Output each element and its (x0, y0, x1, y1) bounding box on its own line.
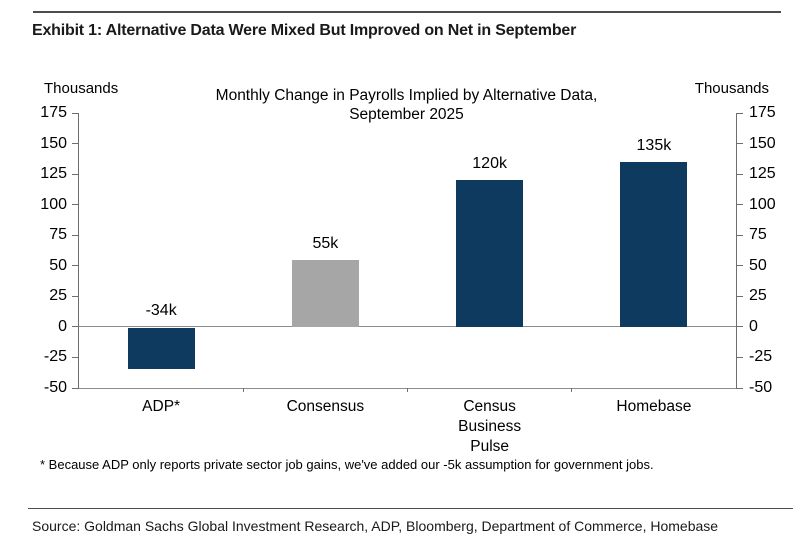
y-axis-tick-label-left: 125 (40, 165, 67, 183)
y-axis-tick-label-left: 75 (49, 226, 67, 244)
y-axis-tick-label-right: 50 (749, 256, 767, 274)
x-category-label: ADP* (142, 398, 181, 415)
y-axis-tick-label-right: 125 (749, 165, 776, 183)
chart-title: Monthly Change in Payrolls Implied by Al… (78, 86, 735, 125)
y-axis-tick-right (736, 234, 743, 236)
y-axis-tick-left (72, 295, 79, 297)
y-axis-tick-left (72, 326, 79, 328)
y-axis-tick-right (736, 295, 743, 297)
y-axis-tick-left (72, 112, 79, 114)
plot-area: 175 175 150 150 125 125 100 100 75 75 50 50 25 25 0 0 -2… (40, 104, 775, 455)
chart-title-line-1: Monthly Change in Payrolls Implied by Al… (215, 87, 598, 104)
y-axis-tick-label-left: 25 (49, 287, 67, 305)
bar-value-label: -34k (145, 301, 177, 319)
y-axis-tick-label-left: -50 (43, 379, 67, 396)
y-axis-tick-label-right: 150 (749, 134, 776, 152)
left-axis-unit-label: Thousands (44, 80, 119, 97)
y-axis-tick-left (72, 204, 79, 206)
y-axis-tick-right (736, 356, 743, 358)
x-category-label: Consensus (286, 398, 365, 415)
y-axis-tick-right (736, 112, 743, 114)
bar-value-label: 135k (636, 136, 672, 154)
y-axis-tick-left (72, 143, 79, 145)
y-axis-tick-right (736, 326, 743, 328)
y-axis-tick-right (736, 173, 743, 175)
y-axis-tick-left (72, 265, 79, 267)
x-axis-tick (407, 388, 408, 392)
bar-adp (127, 327, 195, 370)
y-axis-tick-right (736, 387, 743, 389)
bottom-divider-rule (28, 508, 793, 509)
x-category-label: Census Business Pulse (458, 398, 522, 456)
y-axis-tick-label-left: 50 (49, 256, 67, 274)
y-axis-tick-label-left: -25 (43, 348, 67, 366)
y-axis-tick-label-right: -25 (749, 348, 773, 366)
y-axis-tick-left (72, 387, 79, 389)
y-axis-tick-right (736, 143, 743, 145)
chart-footnote: * Because ADP only reports private secto… (40, 457, 654, 472)
zero-baseline (79, 326, 736, 328)
y-axis-tick-label-right: 100 (749, 195, 776, 213)
bar-value-label: 120k (472, 155, 507, 173)
y-axis-tick-label-left: 100 (40, 195, 67, 213)
y-axis-tick-label-right: 0 (749, 317, 758, 335)
y-axis-tick-label-right: 175 (749, 104, 776, 121)
bar-consensus (291, 259, 359, 327)
y-axis-tick-label-left: 150 (40, 134, 67, 152)
y-axis-tick-label-right: -50 (749, 379, 773, 396)
y-axis-tick-right (736, 265, 743, 267)
top-divider-rule (33, 11, 781, 13)
x-category-label: Homebase (616, 398, 692, 415)
chart-title-line-2: September 2025 (349, 106, 464, 124)
y-axis-tick-left (72, 356, 79, 358)
exhibit-title: Exhibit 1: Alternative Data Were Mixed B… (32, 22, 577, 39)
y-axis-tick-label-left: 175 (40, 104, 67, 121)
bar-value-label: 55k (312, 234, 339, 252)
right-axis-unit-label: Thousands (694, 80, 769, 97)
y-axis-tick-label-right: 25 (749, 287, 767, 305)
bar-homebase (620, 161, 688, 327)
y-axis-tick-label-right: 75 (749, 226, 767, 244)
x-axis-tick (571, 388, 573, 392)
source-attribution: Source: Goldman Sachs Global Investment … (32, 518, 719, 534)
y-axis-tick-right (736, 204, 743, 206)
bar-census (456, 180, 524, 327)
y-axis-tick-label-left: 0 (58, 317, 67, 335)
y-axis-tick-left (72, 173, 79, 175)
x-axis-tick (242, 388, 244, 392)
y-axis-tick-left (72, 234, 79, 236)
